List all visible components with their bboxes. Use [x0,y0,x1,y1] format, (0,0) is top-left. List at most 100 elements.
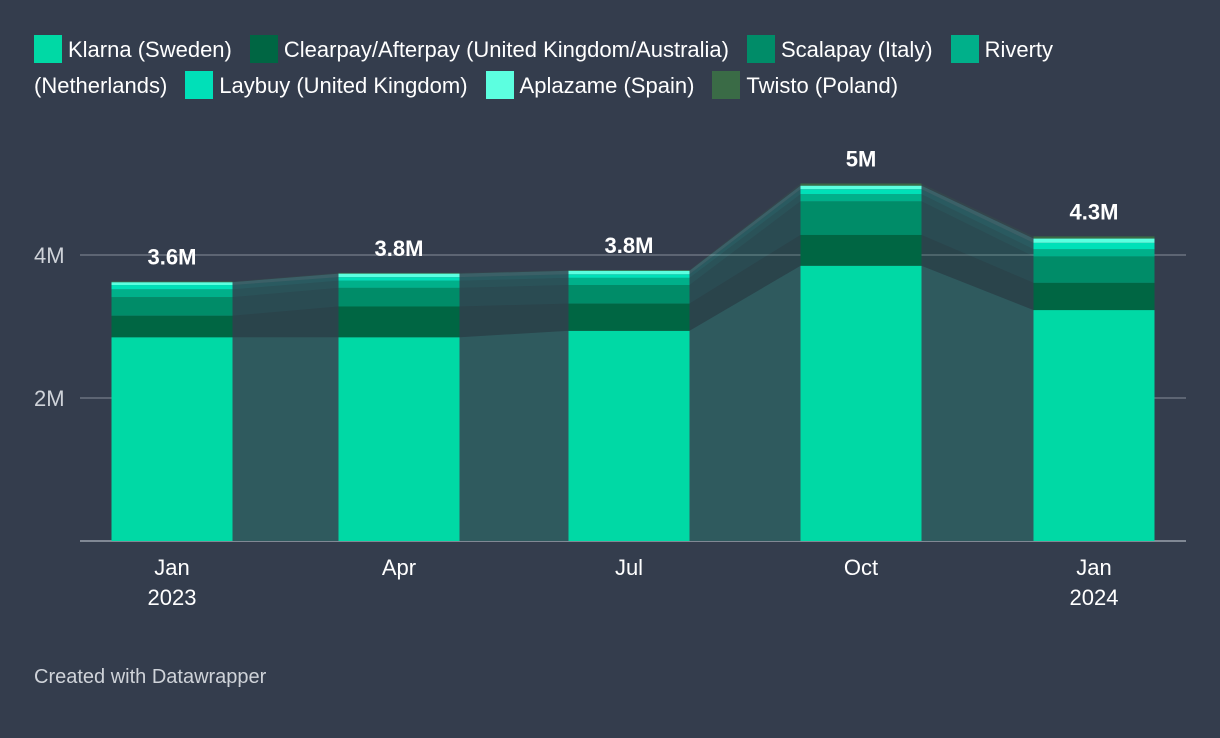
connector-area [689,234,801,331]
legend-label: Clearpay/Afterpay (United Kingdom/Austra… [283,37,729,62]
y-tick-label: 2M [34,386,65,411]
connector-area [232,273,339,286]
bar-segment[interactable] [568,285,690,304]
bar-layer [111,183,1155,541]
legend-item: Riverty (Netherlands) [34,35,1054,98]
connector-area [921,194,1034,257]
label-layer: 3.6M Jan 2023 3.8M Apr 3.8M Jul 5M Oct 4.3M Jan 202… [148,147,1119,611]
connector-area [232,337,339,541]
connector-area [921,183,1034,239]
bar-segment[interactable] [111,285,233,290]
legend-swatch [950,35,979,63]
bar-segment[interactable] [338,272,460,274]
legend-swatch [712,71,741,99]
legend-item: Clearpay/Afterpay (United Kingdom/Austra… [249,35,729,63]
bar-segment[interactable] [800,201,922,235]
x-tick-year-label: 2023 [148,585,197,610]
connector-area [689,194,801,286]
bar-segment[interactable] [111,289,233,298]
bar-segment[interactable] [568,303,690,331]
bar-segment[interactable] [111,281,233,283]
legend-swatch [249,35,278,63]
legend-label: Riverty (Netherlands) [34,37,1054,98]
connector-area [921,265,1034,541]
footer-credit: Created with Datawrapper [34,666,267,688]
bar-segment[interactable] [338,277,460,281]
connector-area [459,270,569,274]
bar-segment[interactable] [568,277,690,286]
bar-segment[interactable] [1033,310,1155,541]
legend-label: Twisto (Poland) [746,73,899,98]
legend-label: Laybuy (United Kingdom) [219,73,468,98]
bar-segment[interactable] [1033,238,1155,243]
bar-segment[interactable] [568,270,690,275]
legend-label: Klarna (Sweden) [68,37,232,62]
bar-segment[interactable] [338,306,460,338]
bar-segment[interactable] [111,337,233,541]
legend-item: Twisto (Poland) [712,71,899,99]
x-tick-label: Oct [844,555,878,580]
bar-total-label: 3.6M [148,244,197,269]
connector-area [689,265,801,541]
connector-area [689,201,801,304]
connector-area [689,183,801,271]
bar-segment[interactable] [800,183,922,186]
bar-total-label: 4.3M [1070,199,1119,224]
bar-segment[interactable] [800,194,922,202]
legend-label: Scalapay (Italy) [780,37,933,62]
connector-area [921,234,1034,311]
bar-segment[interactable] [568,330,690,541]
connector-area [232,280,339,298]
legend-item: Aplazame (Spain) [485,71,695,99]
bar-segment[interactable] [111,297,233,316]
bar-segment[interactable] [111,315,233,338]
bar-segment[interactable] [800,234,922,266]
connector-area [459,270,569,278]
bar-segment[interactable] [568,274,690,278]
connector-area [689,185,801,275]
legend-label: Aplazame (Spain) [519,73,695,98]
bar-segment[interactable] [338,280,460,288]
bar-segment[interactable] [111,282,233,286]
bar-segment[interactable] [338,287,460,307]
connector-area [459,330,569,541]
bar-segment[interactable] [1033,249,1155,257]
x-tick-label: Jan [1076,555,1111,580]
y-tick-label: 4M [34,243,65,268]
legend-swatch [185,71,214,99]
connector-area [459,285,569,307]
legend-item: Klarna (Sweden) [34,35,232,63]
connector-area [921,185,1034,243]
connector-area [921,189,1034,250]
bar-segment[interactable] [1033,256,1155,283]
bar-total-label: 5M [846,147,877,172]
bar-segment[interactable] [800,185,922,190]
legend-swatch [34,35,62,63]
bar-segment[interactable] [800,189,922,195]
connector-area [232,272,339,283]
bar-segment[interactable] [1033,282,1155,311]
connector-area [232,277,339,290]
connector-area [232,306,339,338]
bar-total-label: 3.8M [375,236,424,261]
connector-area [459,274,569,281]
connector-area [232,287,339,316]
x-tick-label: Jan [154,555,189,580]
legend-item: Scalapay (Italy) [746,35,933,63]
x-tick-label: Jul [615,555,643,580]
bar-segment[interactable] [568,270,690,271]
bar-segment[interactable] [338,273,460,278]
bar-segment[interactable] [1033,236,1155,239]
connector-area [921,201,1034,283]
legend-swatch [485,71,514,99]
bar-segment[interactable] [800,265,922,541]
x-tick-year-label: 2024 [1070,585,1119,610]
x-tick-label: Apr [382,555,416,580]
connector-area [459,277,569,288]
legend-swatch [746,35,775,63]
connector-area [459,303,569,338]
connector-area [689,189,801,278]
bar-segment[interactable] [1033,242,1155,250]
bar-segment[interactable] [338,337,460,541]
